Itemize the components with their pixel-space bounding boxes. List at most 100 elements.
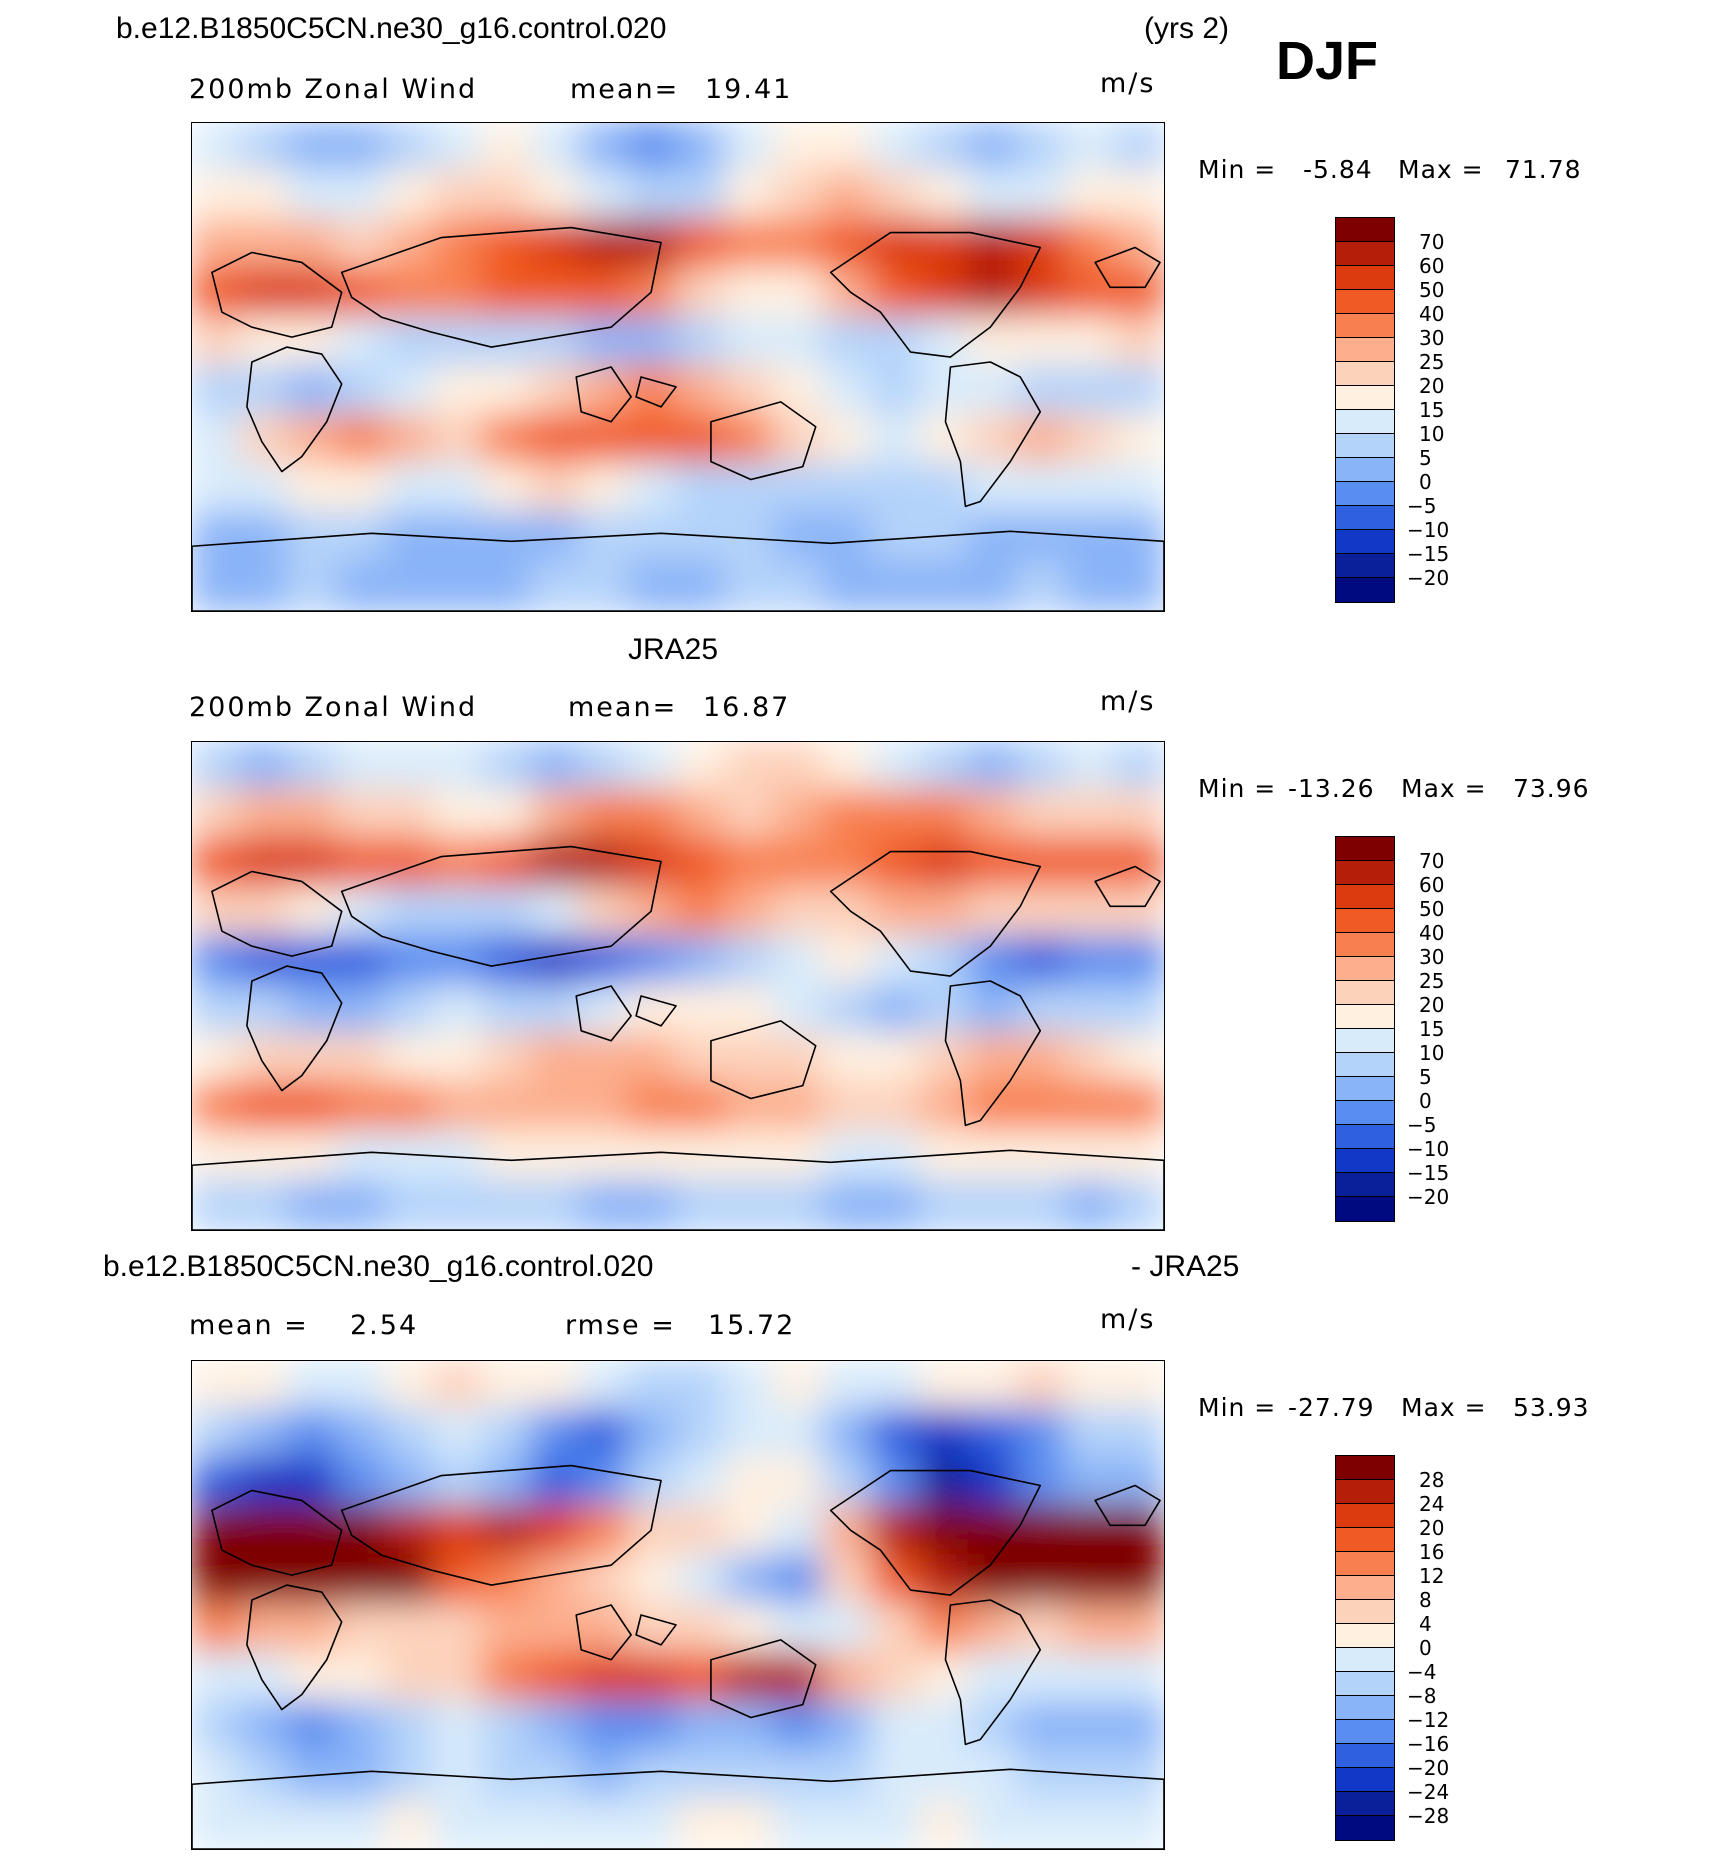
field-cell — [724, 1603, 778, 1656]
field-cell — [676, 1407, 729, 1461]
coastline — [944, 1599, 1042, 1746]
field-cell — [384, 1505, 437, 1559]
field-cell — [384, 1361, 437, 1412]
field-cell — [1113, 123, 1164, 174]
field-cell — [821, 1081, 875, 1135]
field-cell — [335, 413, 389, 467]
field-cell — [384, 462, 437, 516]
field-cell — [627, 935, 680, 988]
field-cell — [1064, 1700, 1118, 1754]
coastline — [575, 1604, 632, 1661]
panel1-contour-field — [192, 123, 1164, 611]
field-cell — [1016, 1361, 1069, 1412]
colorbar-swatch — [1336, 266, 1394, 290]
panel3-max-label: Max = — [1401, 1393, 1487, 1422]
field-cell — [481, 1554, 535, 1607]
field-cell — [870, 886, 923, 940]
field-cell — [627, 1032, 680, 1086]
panel3-contour-field — [192, 1361, 1164, 1849]
colorbar-tick-label: −20 — [1407, 1756, 1450, 1780]
field-cell — [627, 316, 680, 369]
panel3-max-value: 53.93 — [1513, 1393, 1590, 1422]
colorbar-swatch — [1336, 386, 1394, 410]
field-cell — [1113, 218, 1164, 272]
field-cell — [481, 365, 535, 418]
field-cell — [192, 1603, 243, 1656]
field-cell — [627, 788, 680, 842]
field-cell — [821, 560, 875, 611]
panel1-mean-label: mean= — [570, 74, 680, 105]
field-cell — [1016, 1700, 1069, 1754]
field-cell — [287, 169, 340, 223]
field-cell — [773, 837, 826, 891]
field-cell — [773, 1179, 826, 1230]
colorbar-swatch — [1336, 314, 1394, 338]
field-cell — [724, 1361, 778, 1412]
field-cell — [676, 560, 729, 611]
field-cell — [1016, 413, 1069, 467]
field-cell — [821, 1554, 875, 1607]
field-cell — [724, 123, 778, 174]
field-cell — [627, 169, 680, 223]
field-cell — [1064, 1179, 1118, 1230]
field-cell — [481, 1700, 535, 1754]
field-cell — [481, 462, 535, 516]
field-cell — [821, 886, 875, 940]
colorbar-tick-label: 40 — [1419, 302, 1445, 326]
field-cell — [335, 1032, 389, 1086]
panel1-mean-value: 19.41 — [705, 74, 793, 105]
colorbar-swatch — [1336, 1480, 1394, 1504]
field-cell — [238, 267, 292, 321]
coastline — [575, 366, 632, 423]
colorbar-swatch — [1336, 885, 1394, 909]
colorbar-tick-label: −24 — [1407, 1780, 1450, 1804]
field-cell — [870, 169, 923, 223]
field-cell — [287, 788, 340, 842]
field-cell — [724, 935, 778, 988]
field-cell — [773, 218, 826, 272]
field-cell — [773, 1361, 826, 1412]
field-cell — [1016, 1505, 1069, 1559]
field-cell — [1064, 1798, 1118, 1849]
colorbar-tick-label: −20 — [1407, 1185, 1450, 1209]
field-cell — [433, 1505, 486, 1559]
coastline — [829, 231, 1042, 358]
panel2-contour-field — [192, 742, 1164, 1230]
panel1-min-label: Min = — [1198, 155, 1277, 184]
field-cell — [724, 1179, 778, 1230]
panel2-min-label: Min = — [1198, 774, 1277, 803]
field-cell — [384, 1407, 437, 1461]
panel3-colorbar — [1335, 1455, 1395, 1841]
field-cell — [287, 1700, 340, 1754]
field-cell — [384, 365, 437, 418]
field-cell — [1016, 742, 1069, 793]
field-cell — [192, 1032, 243, 1086]
field-cell — [481, 1361, 535, 1412]
panel2-mean-label: mean= — [568, 692, 678, 723]
field-cell — [967, 169, 1021, 223]
field-cell — [821, 837, 875, 891]
field-cell — [1064, 1456, 1118, 1510]
field-cell — [773, 1700, 826, 1754]
field-cell — [335, 511, 389, 565]
field-cell — [481, 1798, 535, 1849]
field-cell — [773, 511, 826, 565]
field-cell — [238, 1749, 292, 1803]
diff-title-left: b.e12.B1850C5CN.ne30_g16.control.020 — [103, 1250, 654, 1283]
field-cell — [433, 365, 486, 418]
field-cell — [1016, 365, 1069, 418]
field-cell — [1113, 1505, 1164, 1559]
field-cell — [627, 837, 680, 891]
field-cell — [821, 984, 875, 1037]
field-cell — [821, 1179, 875, 1230]
field-cell — [676, 984, 729, 1037]
field-cell — [870, 1032, 923, 1086]
field-cell — [676, 413, 729, 467]
coastline — [192, 1768, 1164, 1849]
colorbar-swatch — [1336, 482, 1394, 506]
field-cell — [919, 1554, 972, 1607]
field-cell — [433, 837, 486, 891]
field-cell — [384, 169, 437, 223]
field-cell — [821, 935, 875, 988]
colorbar-tick-label: −10 — [1407, 518, 1450, 542]
